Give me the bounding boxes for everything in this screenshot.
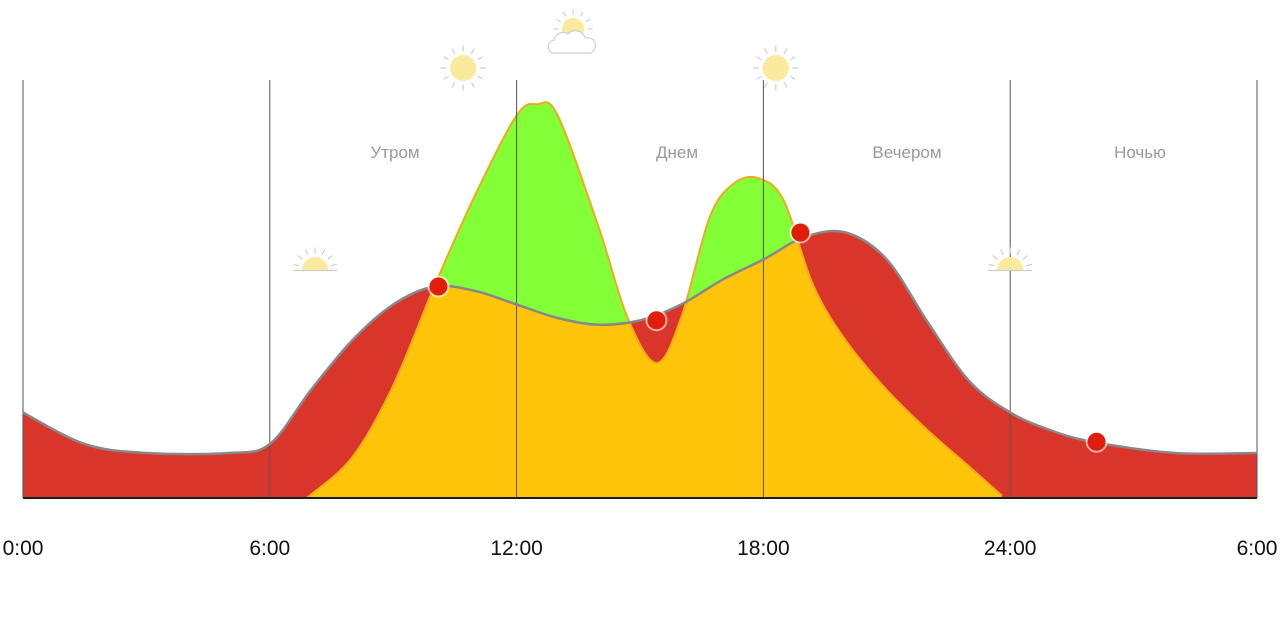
sun-cloud-icon bbox=[547, 9, 597, 54]
sunrise-icon bbox=[293, 247, 338, 272]
period-label: Утром bbox=[370, 143, 419, 162]
x-tick-label: 18:00 bbox=[737, 537, 790, 560]
x-tick-label: 12:00 bbox=[490, 537, 543, 560]
sunset-icon bbox=[988, 247, 1033, 272]
data-marker bbox=[1087, 432, 1106, 451]
activity-line bbox=[306, 101, 1003, 499]
period-label: Вечером bbox=[872, 143, 941, 162]
period-label: Ночью bbox=[1114, 143, 1166, 162]
period-labels: Утром Днем Вечером Ночью bbox=[370, 143, 1166, 162]
data-marker bbox=[429, 277, 448, 296]
x-tick-label: 0:00 bbox=[3, 537, 44, 560]
activity-area bbox=[306, 230, 1002, 498]
x-tick-label: 6:00 bbox=[1237, 537, 1278, 560]
data-marker bbox=[791, 223, 810, 242]
x-tick-labels: 0:00 6:00 12:00 18:00 24:00 6:00 bbox=[3, 537, 1278, 560]
data-marker bbox=[647, 311, 666, 330]
period-label: Днем bbox=[656, 143, 698, 162]
baseline-line bbox=[22, 229, 1258, 456]
x-tick-label: 6:00 bbox=[249, 537, 290, 560]
grid-lines bbox=[22, 80, 1258, 498]
data-markers bbox=[427, 221, 1108, 453]
sun-icon bbox=[440, 45, 486, 91]
weather-icons bbox=[293, 9, 1033, 272]
sun-icon bbox=[753, 45, 799, 91]
x-tick-label: 24:00 bbox=[984, 537, 1037, 560]
